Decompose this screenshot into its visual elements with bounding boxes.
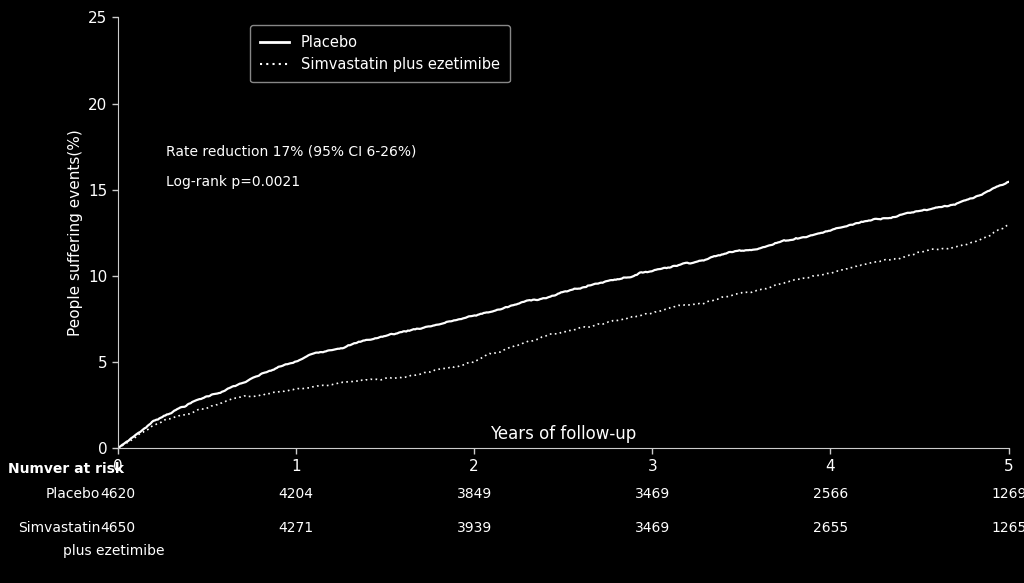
Text: plus ezetimibe: plus ezetimibe bbox=[63, 544, 165, 558]
Text: Numver at risk: Numver at risk bbox=[8, 462, 124, 476]
Simvastatin plus ezetimibe bbox=[269, 389, 282, 396]
Text: 3939: 3939 bbox=[457, 521, 492, 535]
Placebo bbox=[515, 299, 527, 306]
Text: 4620: 4620 bbox=[100, 487, 135, 501]
Simvastatin plus ezetimibe bbox=[637, 311, 649, 318]
Text: 3849: 3849 bbox=[457, 487, 492, 501]
Text: 4271: 4271 bbox=[279, 521, 313, 535]
Placebo bbox=[112, 445, 124, 452]
Text: Rate reduction 17% (95% CI 6-26%): Rate reduction 17% (95% CI 6-26%) bbox=[166, 145, 416, 159]
Placebo bbox=[1002, 178, 1015, 185]
Simvastatin plus ezetimibe bbox=[112, 445, 124, 452]
Placebo bbox=[269, 365, 282, 372]
Placebo bbox=[637, 269, 649, 276]
Y-axis label: People suffering events(%): People suffering events(%) bbox=[68, 129, 83, 336]
Simvastatin plus ezetimibe bbox=[707, 297, 719, 304]
Text: Simvastatin: Simvastatin bbox=[18, 521, 100, 535]
Text: 2655: 2655 bbox=[813, 521, 848, 535]
Line: Simvastatin plus ezetimibe: Simvastatin plus ezetimibe bbox=[118, 225, 1009, 448]
Text: 1265: 1265 bbox=[991, 521, 1024, 535]
Text: 3469: 3469 bbox=[635, 521, 670, 535]
Text: Years of follow-up: Years of follow-up bbox=[490, 426, 636, 443]
Text: 4204: 4204 bbox=[279, 487, 313, 501]
Legend: Placebo, Simvastatin plus ezetimibe: Placebo, Simvastatin plus ezetimibe bbox=[250, 25, 510, 82]
Placebo bbox=[341, 343, 353, 350]
Simvastatin plus ezetimibe bbox=[515, 341, 527, 348]
Text: Log-rank p=0.0021: Log-rank p=0.0021 bbox=[166, 175, 300, 189]
Text: 3469: 3469 bbox=[635, 487, 670, 501]
Text: 4650: 4650 bbox=[100, 521, 135, 535]
Simvastatin plus ezetimibe bbox=[1002, 222, 1015, 229]
Simvastatin plus ezetimibe bbox=[782, 278, 795, 285]
Placebo bbox=[782, 237, 795, 244]
Placebo bbox=[707, 253, 719, 260]
Simvastatin plus ezetimibe bbox=[341, 378, 353, 385]
Text: 2566: 2566 bbox=[813, 487, 848, 501]
Text: Placebo: Placebo bbox=[46, 487, 100, 501]
Line: Placebo: Placebo bbox=[118, 182, 1009, 448]
Text: 1269: 1269 bbox=[991, 487, 1024, 501]
